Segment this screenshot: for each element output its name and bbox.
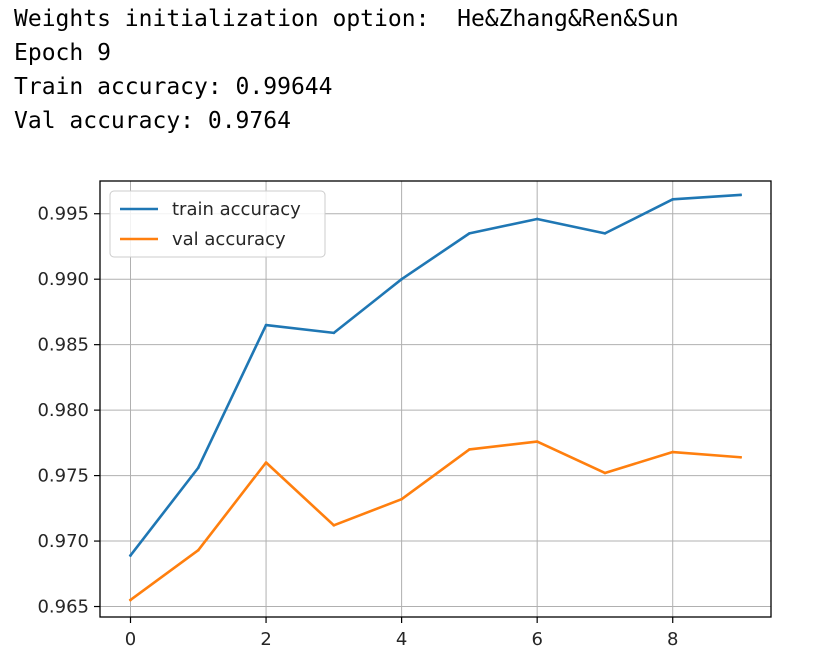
data-point-train [400, 277, 403, 281]
x-tick-label: 0 [125, 629, 136, 650]
data-point-train [671, 198, 675, 201]
data-point-val [196, 548, 200, 552]
series-line-train [128, 193, 742, 558]
data-point-val [400, 497, 403, 501]
data-point-val [129, 598, 132, 602]
x-tick-label: 2 [260, 629, 271, 650]
data-point-train [264, 323, 268, 327]
data-point-val [468, 448, 471, 451]
legend-label: val accuracy [172, 229, 286, 250]
data-point-train [196, 466, 200, 470]
series-line-val [128, 440, 742, 602]
data-point-train [535, 217, 539, 221]
y-tick-label: 0.975 [37, 466, 89, 487]
y-tick-label: 0.980 [37, 400, 89, 421]
series-lines [128, 193, 742, 602]
data-point-val [264, 461, 268, 464]
train-accuracy-line: Train accuracy: 0.99644 [14, 74, 333, 100]
data-point-train [468, 232, 471, 235]
x-tick-label: 8 [667, 629, 678, 650]
plot-frame [99, 180, 772, 618]
y-tick-label: 0.990 [37, 269, 89, 290]
legend: train accuracy val accuracy [109, 190, 326, 258]
y-tick-label: 0.985 [37, 335, 89, 356]
data-point-train [332, 331, 336, 335]
weights-option-line: Weights initialization option: He&Zhang&… [14, 6, 679, 32]
val-accuracy-line: Val accuracy: 0.9764 [14, 108, 291, 134]
data-point-val [671, 450, 675, 454]
cell-output-text: Weights initialization option: He&Zhang&… [14, 2, 679, 138]
axis-ticks: 0 2 4 6 8 0.965 0.970 0.975 0.980 0.985 0.990 0.995 [37, 204, 678, 650]
data-point-val [603, 471, 607, 475]
y-tick-label: 0.965 [37, 597, 89, 618]
data-point-val [535, 440, 539, 443]
legend-label: train accuracy [172, 199, 301, 220]
data-point-train [603, 232, 607, 235]
y-tick-label: 0.970 [37, 531, 89, 552]
data-point-train [739, 193, 742, 197]
x-tick-label: 6 [531, 629, 542, 650]
data-point-val [739, 455, 742, 459]
legend-box [109, 190, 326, 258]
epoch-line: Epoch 9 [14, 40, 111, 66]
data-point-val [332, 524, 336, 527]
data-point-train [129, 554, 132, 557]
x-tick-label: 4 [396, 629, 407, 650]
y-tick-label: 0.995 [37, 204, 89, 225]
